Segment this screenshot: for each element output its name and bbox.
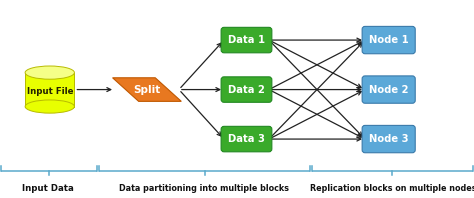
Text: Node 3: Node 3	[369, 134, 409, 144]
Ellipse shape	[25, 100, 74, 113]
Text: Data partitioning into multiple blocks: Data partitioning into multiple blocks	[119, 184, 289, 193]
FancyBboxPatch shape	[221, 27, 272, 53]
Text: Split: Split	[133, 85, 161, 95]
Text: Data 2: Data 2	[228, 85, 265, 95]
Text: Input File: Input File	[27, 88, 73, 96]
Text: Replication blocks on multiple nodes: Replication blocks on multiple nodes	[310, 184, 474, 193]
FancyBboxPatch shape	[362, 125, 415, 153]
Bar	[25, 73, 74, 107]
Text: Input Data: Input Data	[21, 184, 73, 193]
FancyBboxPatch shape	[362, 26, 415, 54]
Text: Node 2: Node 2	[369, 85, 409, 95]
Polygon shape	[113, 78, 182, 101]
FancyBboxPatch shape	[221, 77, 272, 102]
Text: Data 3: Data 3	[228, 134, 265, 144]
Text: Node 1: Node 1	[369, 35, 409, 45]
FancyBboxPatch shape	[362, 76, 415, 103]
FancyBboxPatch shape	[221, 126, 272, 152]
Ellipse shape	[25, 66, 74, 79]
Text: Data 1: Data 1	[228, 35, 265, 45]
